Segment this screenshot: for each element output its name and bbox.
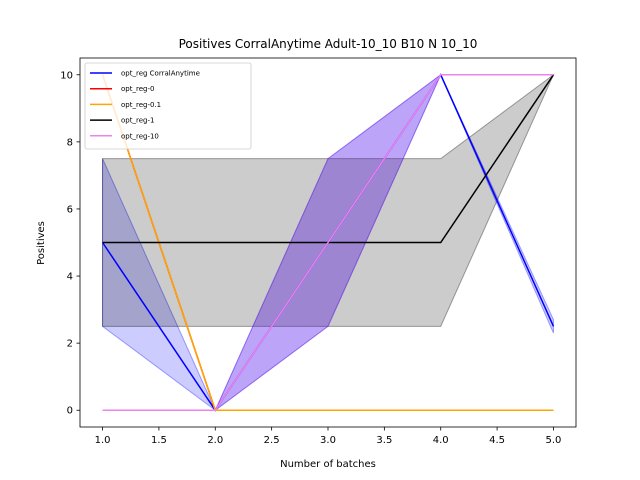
legend-label: opt_reg-10 <box>121 132 159 140</box>
series-line-2 <box>101 74 554 411</box>
chart-title: Positives CorralAnytime Adult-10_10 B10 … <box>179 37 478 51</box>
x-tick-label: 2.5 <box>264 435 280 446</box>
x-tick-label: 3.0 <box>320 435 336 446</box>
y-tick-label: 4 <box>67 272 73 283</box>
legend-label: opt_reg-0.1 <box>121 101 161 109</box>
legend: opt_reg CorralAnytime opt_reg-0 opt_reg-0.… <box>84 62 252 150</box>
y-tick-label: 8 <box>67 137 73 148</box>
x-tick-label: 4.5 <box>489 435 505 446</box>
series-line-4 <box>102 74 554 411</box>
legend-label: opt_reg-1 <box>121 117 154 125</box>
y-tick-label: 6 <box>67 204 73 215</box>
y-axis-label: Positives <box>36 221 47 265</box>
x-tick-label: 2.0 <box>207 435 223 446</box>
y-tick-label: 2 <box>67 339 73 350</box>
y-tick-label: 0 <box>67 406 73 417</box>
legend-label: opt_reg-0 <box>121 85 154 93</box>
y-tick-label: 10 <box>60 70 73 81</box>
x-tick-label: 1.5 <box>151 435 167 446</box>
y-axis-ticks: 0 2 4 6 8 10 <box>60 70 80 417</box>
x-tick-label: 1.0 <box>95 435 111 446</box>
legend-box <box>84 62 252 150</box>
x-axis-ticks: 1.0 1.5 2.0 2.5 3.0 3.5 4.0 4.5 5.0 <box>95 427 562 446</box>
x-tick-label: 5.0 <box>546 435 562 446</box>
x-tick-label: 4.0 <box>433 435 449 446</box>
x-tick-label: 3.5 <box>376 435 392 446</box>
series-lines <box>101 73 555 412</box>
legend-label: opt_reg CorralAnytime <box>121 70 200 78</box>
x-axis-label: Number of batches <box>280 459 376 470</box>
